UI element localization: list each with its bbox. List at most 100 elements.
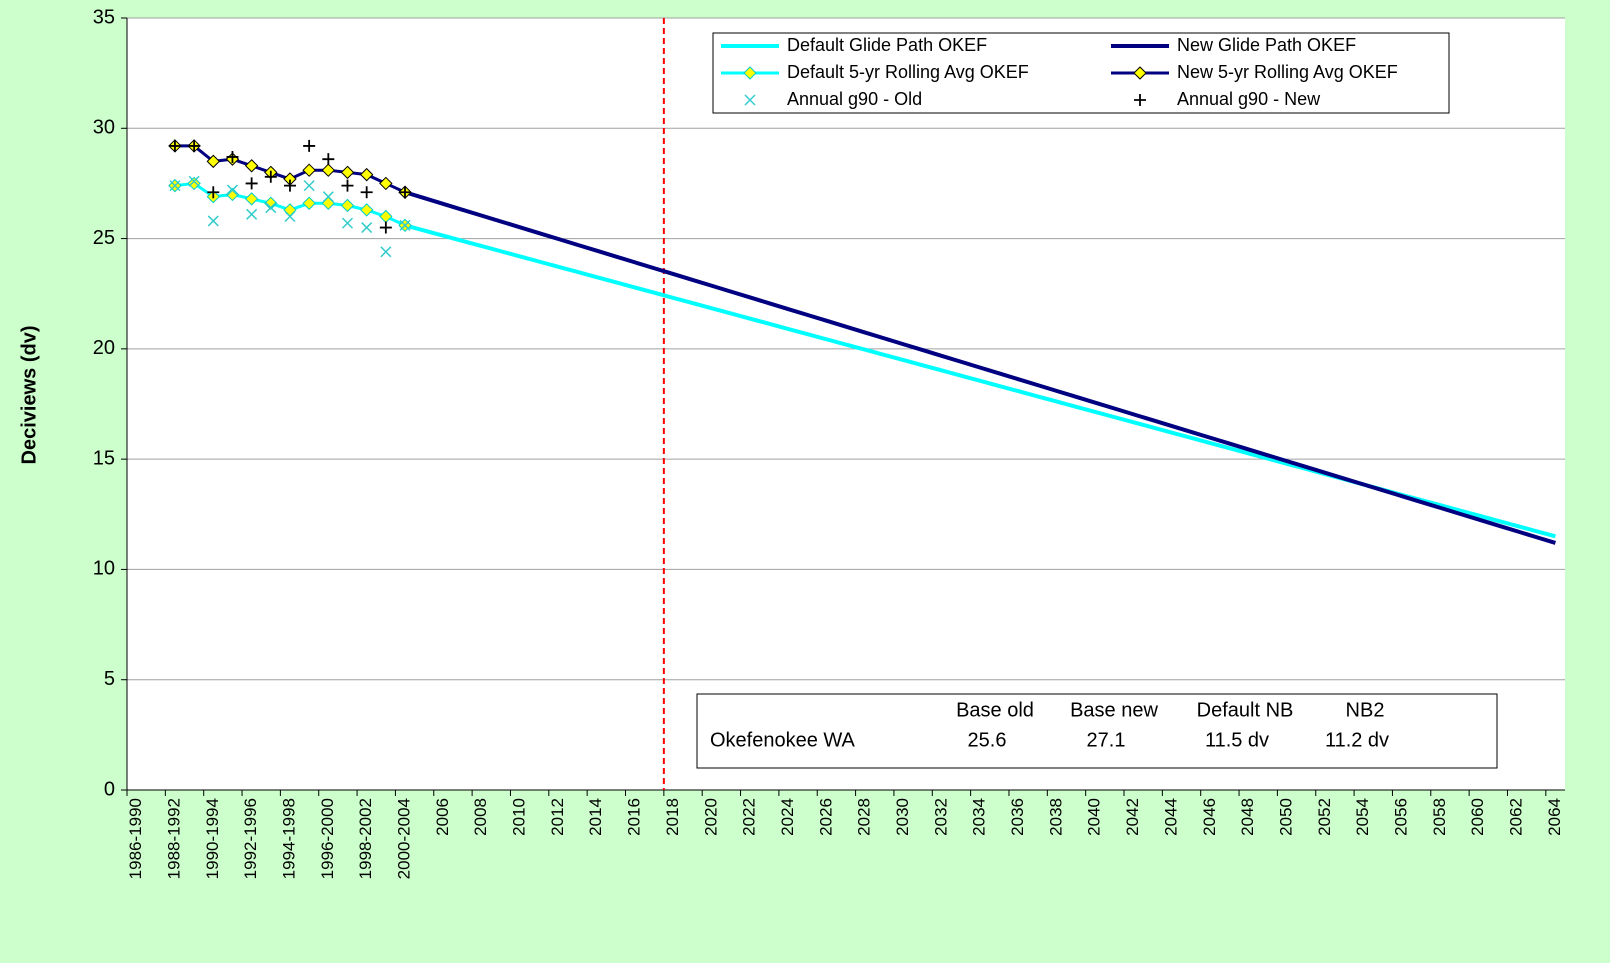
annotation-box [696, 693, 1498, 769]
marker [264, 170, 277, 183]
legend-marker [743, 66, 757, 80]
legend-marker [1133, 66, 1147, 80]
x-tick-label: 2028 [855, 798, 874, 836]
x-tick-label: 1994-1998 [279, 798, 298, 879]
y-tick-label: 15 [93, 447, 115, 469]
y-tick-label: 30 [93, 117, 115, 139]
y-tick-label: 5 [104, 668, 115, 690]
x-tick-label: 2010 [510, 798, 529, 836]
x-tick-label: 2052 [1315, 798, 1334, 836]
x-tick-label: 2018 [663, 798, 682, 836]
x-tick-label: 2060 [1468, 798, 1487, 836]
x-tick-label: 1990-1994 [203, 798, 222, 879]
annotation-header: Base new [1070, 699, 1158, 721]
plot-area [127, 18, 1565, 790]
marker [226, 150, 239, 163]
x-tick-label: 2022 [740, 798, 759, 836]
x-tick-label: 2064 [1545, 798, 1564, 836]
x-tick-label: 2056 [1392, 798, 1411, 836]
x-tick-label: 2034 [970, 798, 989, 836]
marker [207, 186, 220, 199]
marker [380, 246, 392, 258]
x-tick-label: 2048 [1238, 798, 1257, 836]
x-tick-label: 2042 [1123, 798, 1142, 836]
x-tick-label: 2032 [931, 798, 950, 836]
x-tick-label: 2030 [893, 798, 912, 836]
x-tick-label: 2026 [816, 798, 835, 836]
marker [361, 222, 373, 234]
annotation-cell: 25.6 [968, 729, 1007, 751]
marker [284, 210, 296, 223]
x-tick-label: 2038 [1046, 798, 1065, 836]
marker [244, 192, 259, 206]
x-tick-label: 1996-2000 [318, 798, 337, 879]
marker [341, 217, 354, 229]
marker [188, 175, 200, 187]
marker [265, 202, 277, 214]
marker [226, 184, 238, 196]
x-tick-label: 1998-2002 [356, 798, 375, 879]
marker [283, 179, 296, 192]
y-tick-label: 20 [93, 337, 115, 359]
marker [379, 221, 392, 234]
marker [340, 198, 355, 213]
legend-marker [744, 94, 756, 106]
x-tick-label: 2058 [1430, 798, 1449, 836]
x-tick-label: 1986-1990 [126, 798, 145, 879]
marker [303, 139, 316, 152]
marker [1133, 66, 1147, 80]
x-tick-label: 2050 [1276, 798, 1295, 836]
marker [360, 186, 373, 199]
x-tick-label: 2020 [701, 798, 720, 836]
marker [743, 66, 757, 80]
marker [399, 219, 411, 231]
y-tick-label: 0 [104, 778, 115, 800]
x-tick-label: 2024 [778, 798, 797, 836]
legend-label: Default Glide Path OKEF [787, 35, 987, 55]
marker [1134, 94, 1146, 106]
marker [302, 196, 316, 210]
x-tick-label: 2016 [625, 798, 644, 836]
marker [168, 139, 181, 152]
marker [744, 94, 756, 106]
annotation-header: Base old [956, 699, 1034, 721]
marker [359, 167, 374, 182]
y-axis-label: Deciviews (dv) [18, 326, 40, 465]
marker [225, 187, 240, 202]
legend-label: New Glide Path OKEF [1177, 35, 1356, 55]
marker [303, 180, 315, 192]
annotation-row-label: Okefenokee WA [710, 729, 856, 751]
marker [340, 165, 355, 180]
series-line [404, 190, 1556, 545]
marker [399, 186, 412, 199]
marker [379, 176, 393, 191]
legend-label: Annual g90 - New [1177, 89, 1321, 109]
annotation-header: NB2 [1346, 699, 1385, 721]
x-tick-label: 2008 [471, 798, 490, 836]
marker [322, 153, 335, 166]
marker [264, 196, 278, 210]
x-tick-label: 2044 [1161, 798, 1180, 836]
x-tick-label: 2036 [1008, 798, 1027, 836]
x-tick-label: 2014 [586, 798, 605, 836]
marker [341, 179, 354, 192]
y-tick-label: 10 [93, 558, 115, 580]
marker [246, 208, 258, 220]
marker [302, 163, 316, 177]
marker [169, 180, 181, 192]
marker [206, 154, 220, 169]
x-tick-label: 2006 [433, 798, 452, 836]
annotation-cell: 27.1 [1087, 729, 1126, 751]
y-tick-label: 25 [93, 227, 115, 249]
marker [244, 159, 259, 173]
x-tick-label: 1988-1992 [164, 798, 183, 879]
legend-label: New 5-yr Rolling Avg OKEF [1177, 62, 1398, 82]
marker [188, 139, 201, 152]
x-tick-label: 1992-1996 [241, 798, 260, 879]
legend-label: Default 5-yr Rolling Avg OKEF [787, 62, 1029, 82]
annotation-header: Default NB [1197, 699, 1294, 721]
legend-label: Annual g90 - Old [787, 89, 922, 109]
x-tick-label: 2054 [1353, 798, 1372, 836]
